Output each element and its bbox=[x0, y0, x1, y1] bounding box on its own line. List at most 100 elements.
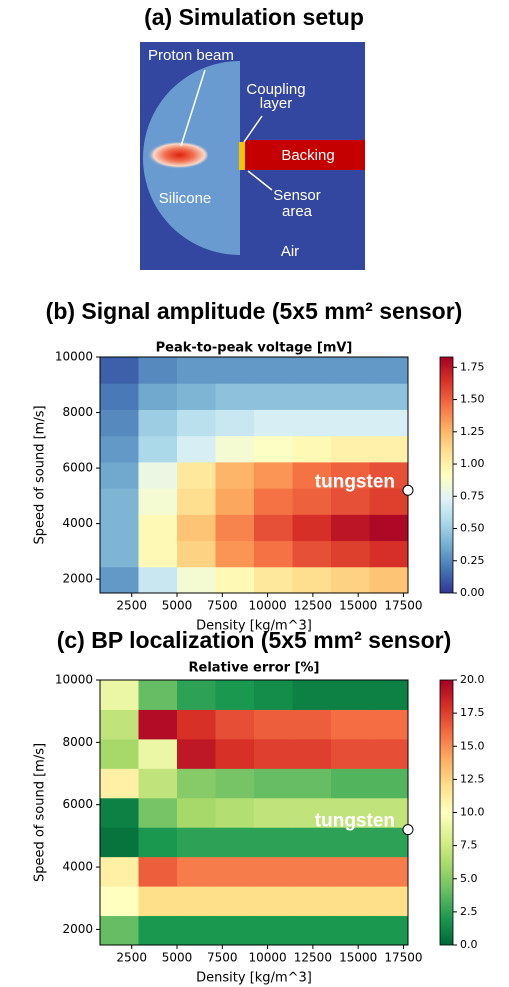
heatmap-cell bbox=[138, 435, 178, 463]
heatmap-cell bbox=[254, 461, 293, 489]
arrow bbox=[243, 115, 263, 143]
heatmap-cell bbox=[138, 886, 178, 917]
heatmap-cell bbox=[100, 738, 139, 769]
label: Proton beam bbox=[148, 47, 234, 64]
heatmap-cell bbox=[254, 856, 293, 887]
heatmap-cell bbox=[254, 514, 293, 542]
heatmap-cell bbox=[369, 680, 409, 710]
label: layer bbox=[260, 95, 293, 112]
heatmap-cell bbox=[254, 768, 293, 799]
heatmap-cell bbox=[100, 540, 139, 568]
heatmap-cell bbox=[138, 540, 178, 568]
heatmap-cell bbox=[292, 357, 332, 384]
label: Coupling bbox=[246, 81, 305, 98]
colorbar-tick-label: 1.75 bbox=[460, 360, 485, 373]
colorbar-tick-label: 15.0 bbox=[460, 739, 485, 752]
heatmap-cell bbox=[369, 886, 409, 917]
heatmap-cell bbox=[369, 709, 409, 740]
heatmap-cell bbox=[254, 738, 293, 769]
heatmap-cell bbox=[369, 827, 409, 858]
heatmap-cell bbox=[100, 827, 139, 858]
arrow bbox=[247, 170, 273, 191]
heatmap-cell bbox=[177, 566, 216, 594]
label: Sensor bbox=[273, 187, 321, 204]
heatmap-cell bbox=[254, 827, 293, 858]
heatmap-cell bbox=[254, 886, 293, 917]
heatmap-cell bbox=[215, 768, 255, 799]
heatmap-cell bbox=[369, 915, 409, 946]
x-tick-label: 15000 bbox=[339, 951, 377, 965]
x-tick-label: 10000 bbox=[248, 951, 286, 965]
heatmap-cell bbox=[254, 709, 293, 740]
y-axis-label: Speed of sound [m/s] bbox=[33, 405, 48, 544]
heatmap-cell bbox=[100, 383, 139, 410]
heatmap-cell bbox=[331, 514, 370, 542]
heatmap-cell bbox=[138, 357, 178, 384]
y-tick-label: 10000 bbox=[55, 350, 93, 364]
heatmap-cell bbox=[177, 709, 216, 740]
heatmap-cell bbox=[331, 915, 370, 946]
heatmap-cell bbox=[215, 488, 255, 515]
y-tick-label: 2000 bbox=[62, 922, 93, 936]
heatmap-cell bbox=[292, 680, 332, 710]
heatmap-cell bbox=[292, 566, 332, 594]
colorbar-tick-label: 5.0 bbox=[460, 872, 478, 885]
heatmap-cell bbox=[215, 915, 255, 946]
heatmap-cell bbox=[331, 768, 370, 799]
heatmap-cell bbox=[138, 797, 178, 828]
y-tick-label: 6000 bbox=[62, 797, 93, 811]
colorbar bbox=[439, 679, 454, 946]
label: Air bbox=[281, 243, 299, 260]
heatmap-cell bbox=[254, 915, 293, 946]
plot-frame bbox=[99, 679, 409, 946]
heatmap-cell bbox=[100, 461, 139, 489]
label: Silicone bbox=[159, 190, 212, 207]
heatmap-cell bbox=[331, 797, 370, 828]
heatmap-cell bbox=[292, 435, 332, 463]
y-tick-label: 6000 bbox=[62, 461, 93, 475]
x-tick-label: 2500 bbox=[116, 951, 147, 965]
heatmap-cell bbox=[254, 797, 293, 828]
heatmap-cell bbox=[292, 540, 332, 568]
y-tick-label: 8000 bbox=[62, 405, 93, 419]
heatmap-cell bbox=[369, 566, 409, 594]
x-tick-label: 5000 bbox=[162, 599, 193, 613]
heatmap-cell bbox=[177, 488, 216, 515]
heatmap-cell bbox=[254, 488, 293, 515]
colorbar-tick-label: 7.5 bbox=[460, 839, 478, 852]
heatmap-cell bbox=[138, 827, 178, 858]
label: Backing bbox=[281, 147, 334, 164]
heatmap-cell bbox=[292, 797, 332, 828]
heatmap-cell bbox=[331, 856, 370, 887]
heatmap-cell bbox=[369, 856, 409, 887]
arrow bbox=[180, 69, 206, 147]
heatmap-cell bbox=[292, 461, 332, 489]
heatmap-cell bbox=[331, 461, 370, 489]
heatmap-cell bbox=[215, 566, 255, 594]
heatmap-cell bbox=[331, 409, 370, 437]
heatmap-cell bbox=[100, 768, 139, 799]
heatmap-cell bbox=[331, 566, 370, 594]
colorbar-tick-label: 0.75 bbox=[460, 489, 485, 502]
x-tick-label: 12500 bbox=[294, 599, 332, 613]
heatmap-cell bbox=[254, 435, 293, 463]
simulation-setup: Proton beam Coupling layer Backing Silic… bbox=[140, 42, 365, 270]
heatmap-cell bbox=[292, 886, 332, 917]
colorbar-tick-label: 2.5 bbox=[460, 905, 478, 918]
heatmap-cell bbox=[254, 383, 293, 410]
colorbar-tick-label: 1.00 bbox=[460, 457, 485, 470]
colorbar-tick-label: 20.0 bbox=[460, 673, 485, 686]
chart-subtitle: Peak-to-peak voltage [mV] bbox=[156, 341, 353, 356]
heatmap-cell bbox=[331, 357, 370, 384]
chart-subtitle: Relative error [%] bbox=[189, 661, 320, 676]
panel-title: (b) Signal amplitude (5x5 mm² sensor) bbox=[46, 298, 463, 324]
heatmap-cell bbox=[177, 514, 216, 542]
colorbar bbox=[439, 356, 454, 594]
heatmap-cell bbox=[177, 357, 216, 384]
heatmap-cell bbox=[138, 915, 178, 946]
heatmap-cell bbox=[138, 768, 178, 799]
heatmap-cell bbox=[215, 827, 255, 858]
heatmap-cell bbox=[100, 514, 139, 542]
heatmap-cell bbox=[369, 540, 409, 568]
heatmap-cell bbox=[138, 488, 178, 515]
